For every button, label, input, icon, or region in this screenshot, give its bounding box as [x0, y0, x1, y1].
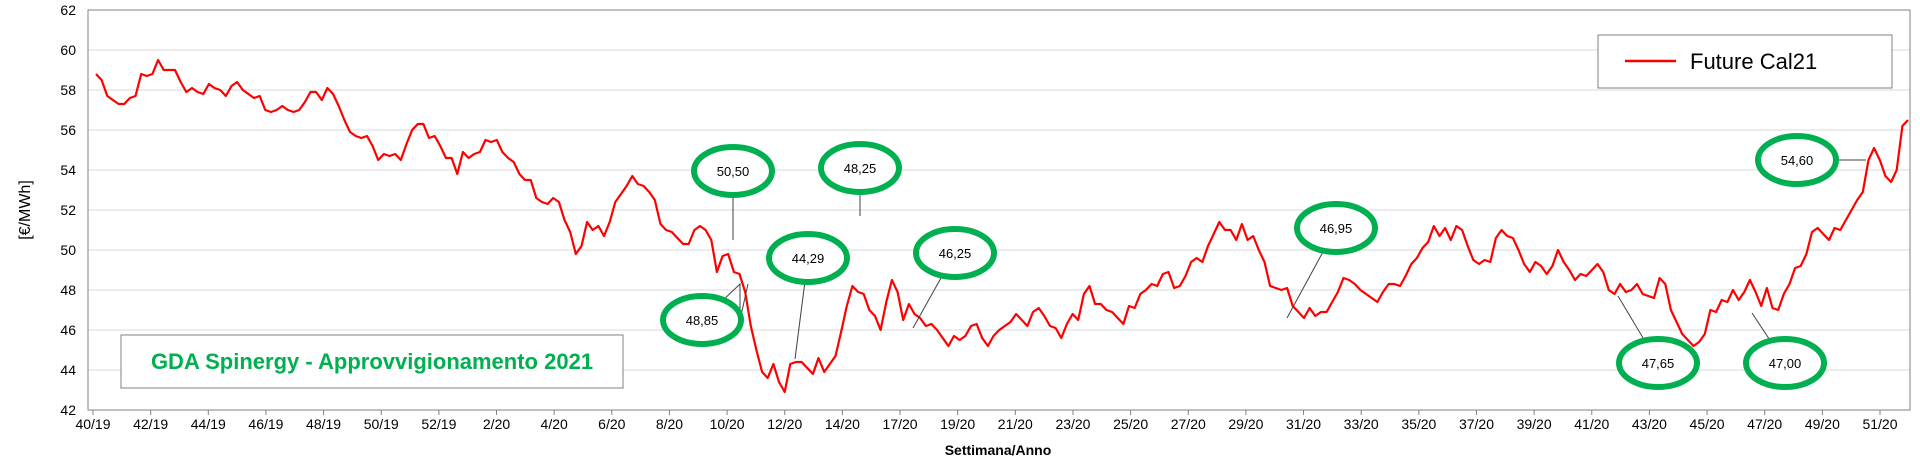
y-tick-label: 52: [60, 202, 76, 218]
y-tick-label: 44: [60, 362, 76, 378]
x-tick-label: 17/20: [883, 416, 918, 432]
annotation-label: 46,25: [939, 246, 972, 261]
y-tick-label: 48: [60, 282, 76, 298]
annotation: 48,25: [818, 141, 902, 216]
annotation: 47,00: [1743, 312, 1827, 390]
x-tick-label: 35/20: [1401, 416, 1436, 432]
annotation-ellipse: [691, 144, 775, 198]
x-axis-label: Settimana/Anno: [945, 442, 1052, 458]
y-tick-label: 50: [60, 242, 76, 258]
x-tick-label: 52/19: [421, 416, 456, 432]
annotation-label: 44,29: [792, 251, 825, 266]
x-tick-label: 2/20: [483, 416, 510, 432]
x-tick-label: 39/20: [1517, 416, 1552, 432]
annotation-ellipse: [1743, 336, 1827, 390]
annotation: 46,25: [912, 226, 997, 329]
x-tick-label: 50/19: [364, 416, 399, 432]
annotation-ellipse: [766, 231, 850, 285]
x-tick-label: 51/20: [1862, 416, 1897, 432]
annotation-ellipse: [913, 226, 997, 280]
annotation-label: 48,25: [844, 161, 877, 176]
x-tick-label: 29/20: [1228, 416, 1263, 432]
annotations: 50,50 48,85 44,29 48,25 46,25 46,95 47,65 47,00…: [660, 133, 1866, 390]
series-line-future-cal21: [95, 58, 1909, 394]
x-tick-label: 10/20: [710, 416, 745, 432]
y-axis-label: [€/MWh]: [17, 180, 34, 240]
annotation: 46,95: [1286, 201, 1378, 319]
annotation-ellipse: [660, 293, 744, 347]
annotation: 48,85: [660, 282, 749, 347]
y-tick-label: 54: [60, 162, 76, 178]
x-tick-label: 23/20: [1055, 416, 1090, 432]
annotation: 44,29: [766, 231, 850, 360]
annotation-ellipse: [1755, 133, 1839, 187]
x-tick-label: 41/20: [1574, 416, 1609, 432]
y-tick-label: 58: [60, 82, 76, 98]
x-tick-label: 19/20: [940, 416, 975, 432]
annotation-ellipse: [1294, 201, 1378, 255]
x-tick-label: 12/20: [767, 416, 802, 432]
x-tick-label: 46/19: [248, 416, 283, 432]
x-tick-label: 45/20: [1690, 416, 1725, 432]
axes: [87, 9, 1911, 411]
annotation: 54,60: [1755, 133, 1866, 187]
x-tick-label: 49/20: [1805, 416, 1840, 432]
x-tick-label: 42/19: [133, 416, 168, 432]
annotation-ellipse: [1616, 336, 1700, 390]
brand-text: GDA Spinergy - Approvvigionamento 2021: [151, 349, 593, 374]
x-tick-label: 47/20: [1747, 416, 1782, 432]
annotation-label: 50,50: [717, 164, 750, 179]
brand-frame: [120, 334, 624, 389]
annotation-label: 46,95: [1320, 221, 1353, 236]
annotation: 47,65: [1616, 295, 1700, 390]
x-tick-label: 14/20: [825, 416, 860, 432]
y-tick-label: 42: [60, 402, 76, 418]
x-tick-label: 31/20: [1286, 416, 1321, 432]
annotation-label: 47,65: [1642, 356, 1675, 371]
x-tick-label: 33/20: [1344, 416, 1379, 432]
x-tick-label: 4/20: [541, 416, 568, 432]
y-tick-label: 62: [60, 2, 76, 18]
y-tick-label: 56: [60, 122, 76, 138]
x-tick-label: 21/20: [998, 416, 1033, 432]
x-axis-ticks: 40/19 42/19 44/19 46/19 48/19 50/19 52/19 2/20 4…: [75, 410, 1898, 432]
annotation-label: 54,60: [1781, 153, 1814, 168]
annotation-label: 48,85: [686, 313, 719, 328]
x-tick-label: 25/20: [1113, 416, 1148, 432]
x-tick-label: 37/20: [1459, 416, 1494, 432]
y-axis-ticks: 42 44 46 48 50 52 54 56 58 60 62: [60, 2, 76, 418]
legend-label: Future Cal21: [1690, 49, 1817, 74]
annotation: 50,50: [691, 144, 775, 240]
x-tick-label: 8/20: [656, 416, 683, 432]
x-tick-label: 44/19: [191, 416, 226, 432]
x-tick-label: 43/20: [1632, 416, 1667, 432]
x-tick-label: 48/19: [306, 416, 341, 432]
y-tick-label: 60: [60, 42, 76, 58]
x-tick-label: 6/20: [598, 416, 625, 432]
plot-frame: [87, 9, 1911, 411]
x-tick-label: 27/20: [1171, 416, 1206, 432]
brand-box: GDA Spinergy - Approvvigionamento 2021: [120, 334, 624, 389]
y-tick-label: 46: [60, 322, 76, 338]
legend: Future Cal21: [1597, 34, 1893, 89]
x-tick-label: 40/19: [75, 416, 110, 432]
annotation-label: 47,00: [1769, 356, 1802, 371]
annotation-ellipse: [818, 141, 902, 195]
